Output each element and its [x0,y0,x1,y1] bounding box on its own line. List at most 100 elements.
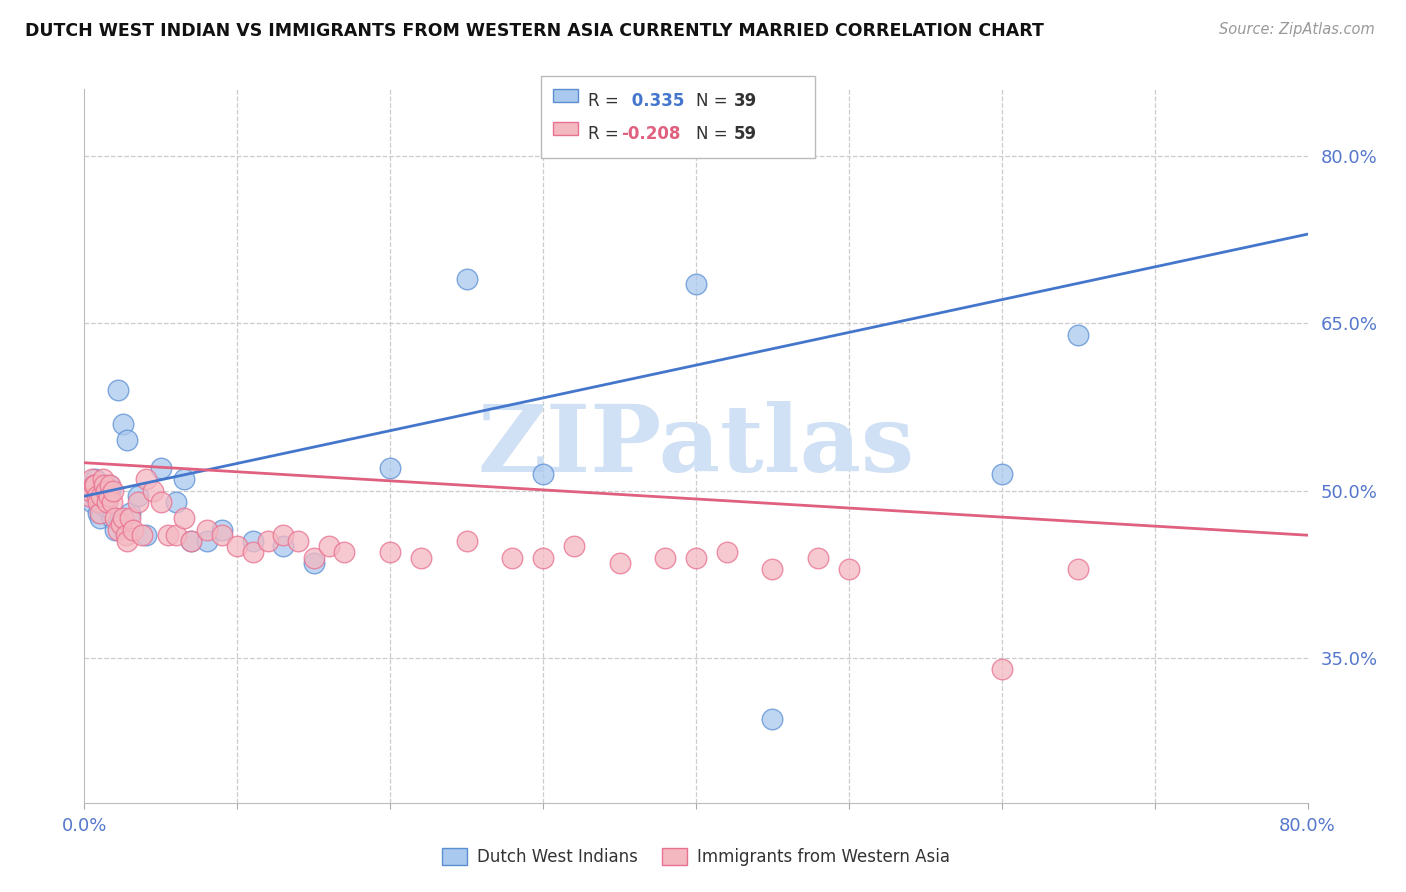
Point [91,473,114,487]
Point [409,550,432,565]
Point [131,528,153,542]
Point [531,550,554,565]
Point [195,533,218,548]
Point [87,494,110,508]
Point [96,489,118,503]
Point [456,271,478,285]
Point [79,483,101,498]
Point [80,473,103,487]
Text: 39: 39 [734,92,758,110]
Point [257,533,280,548]
Point [242,533,264,548]
Point [502,550,524,565]
Text: ZIPatlas: ZIPatlas [478,401,914,491]
Point [609,556,631,570]
Point [96,494,118,508]
Point [90,494,112,508]
Point [157,528,180,542]
Point [838,562,860,576]
Point [93,478,115,492]
Point [98,478,121,492]
Point [114,528,136,542]
Legend: Dutch West Indians, Immigrants from Western Asia: Dutch West Indians, Immigrants from West… [434,841,957,873]
Text: DUTCH WEST INDIAN VS IMMIGRANTS FROM WESTERN ASIA CURRENTLY MARRIED CORRELATION : DUTCH WEST INDIAN VS IMMIGRANTS FROM WES… [25,22,1045,40]
Point [111,417,134,431]
Point [84,473,107,487]
Point [165,494,187,508]
Point [120,506,142,520]
Point [80,494,103,508]
Point [456,533,478,548]
Point [107,523,129,537]
Point [142,483,165,498]
Point [127,494,149,508]
Point [86,483,108,498]
Point [103,483,125,498]
Point [110,517,132,532]
Point [380,461,402,475]
Point [226,539,249,553]
Point [83,478,105,492]
Point [98,483,121,498]
Point [149,494,172,508]
Point [685,277,707,292]
Point [111,511,134,525]
Point [94,500,117,515]
Text: R =: R = [588,125,624,143]
Point [211,528,233,542]
Point [87,506,110,520]
Point [127,489,149,503]
Text: N =: N = [696,125,733,143]
Point [90,489,112,503]
Point [89,511,111,525]
Point [1067,327,1090,342]
Point [302,556,325,570]
Point [271,528,294,542]
Point [165,528,187,542]
Point [242,545,264,559]
Point [107,384,129,398]
Text: -0.208: -0.208 [621,125,681,143]
Text: N =: N = [696,92,733,110]
Point [807,550,830,565]
Point [79,483,101,498]
Text: 0.335: 0.335 [626,92,685,110]
Point [83,478,105,492]
Point [77,489,100,503]
Point [120,511,142,525]
Point [195,523,218,537]
Point [318,539,340,553]
Point [173,511,195,525]
Point [94,483,117,498]
Point [86,489,108,503]
Point [173,473,195,487]
Point [135,473,157,487]
Point [91,483,114,498]
Point [115,434,138,448]
Point [104,511,127,525]
Point [101,494,124,508]
Point [104,523,127,537]
Point [380,545,402,559]
Point [211,523,233,537]
Point [77,489,100,503]
Point [716,545,738,559]
Point [287,533,309,548]
Point [149,461,172,475]
Point [101,511,124,525]
Point [97,478,120,492]
Point [180,533,202,548]
Point [115,533,138,548]
Point [84,478,107,492]
Text: Source: ZipAtlas.com: Source: ZipAtlas.com [1219,22,1375,37]
Text: R =: R = [588,92,624,110]
Point [180,533,202,548]
Point [302,550,325,565]
Point [333,545,356,559]
Point [271,539,294,553]
Point [531,467,554,481]
Point [761,562,783,576]
Point [122,523,145,537]
Point [135,528,157,542]
Text: 59: 59 [734,125,756,143]
